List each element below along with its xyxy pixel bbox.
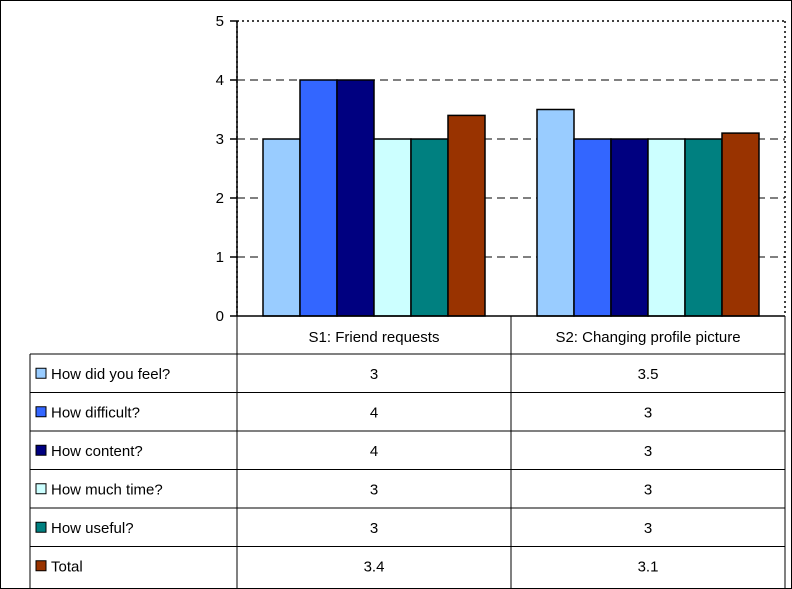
bar <box>262 138 301 317</box>
x-category-label: S1: Friend requests <box>309 329 440 346</box>
legend-label: How difficult? <box>51 404 140 421</box>
y-tick-label: 4 <box>216 72 224 89</box>
bar <box>536 108 575 317</box>
data-table-value: 3 <box>370 520 378 537</box>
legend-key <box>35 367 47 379</box>
legend-label: How did you feel? <box>51 366 170 383</box>
bar <box>721 132 760 317</box>
legend-key <box>35 483 47 495</box>
bar <box>647 138 686 317</box>
data-table-value: 3 <box>370 366 378 383</box>
data-table-value: 3 <box>370 481 378 498</box>
bar <box>336 79 375 317</box>
data-table-value: 3.4 <box>364 558 385 575</box>
legend-key <box>35 521 47 533</box>
y-tick-label: 5 <box>216 13 224 30</box>
data-table-value: 3 <box>644 443 652 460</box>
bar <box>573 138 612 317</box>
bar <box>299 79 338 317</box>
x-category-label: S2: Changing profile picture <box>555 329 740 346</box>
bar <box>447 114 486 317</box>
y-tick-label: 3 <box>216 131 224 148</box>
legend-key <box>35 560 47 572</box>
y-tick-label: 0 <box>216 308 224 325</box>
legend-label: How useful? <box>51 520 134 537</box>
legend-label: How content? <box>51 443 143 460</box>
y-tick-label: 2 <box>216 190 224 207</box>
data-table-value: 4 <box>370 443 378 460</box>
bar <box>410 138 449 317</box>
data-table-value: 3 <box>644 520 652 537</box>
bar <box>373 138 412 317</box>
legend-key <box>35 406 47 418</box>
data-table-value: 3 <box>644 481 652 498</box>
data-table-value: 4 <box>370 404 378 421</box>
bar <box>684 138 723 317</box>
data-table-value: 3 <box>644 404 652 421</box>
legend-key <box>35 444 47 456</box>
y-tick-label: 1 <box>216 249 224 266</box>
data-table-value: 3.5 <box>638 366 659 383</box>
data-table-value: 3.1 <box>638 558 659 575</box>
legend-label: Total <box>51 558 83 575</box>
legend-label: How much time? <box>51 481 163 498</box>
bar <box>610 138 649 317</box>
